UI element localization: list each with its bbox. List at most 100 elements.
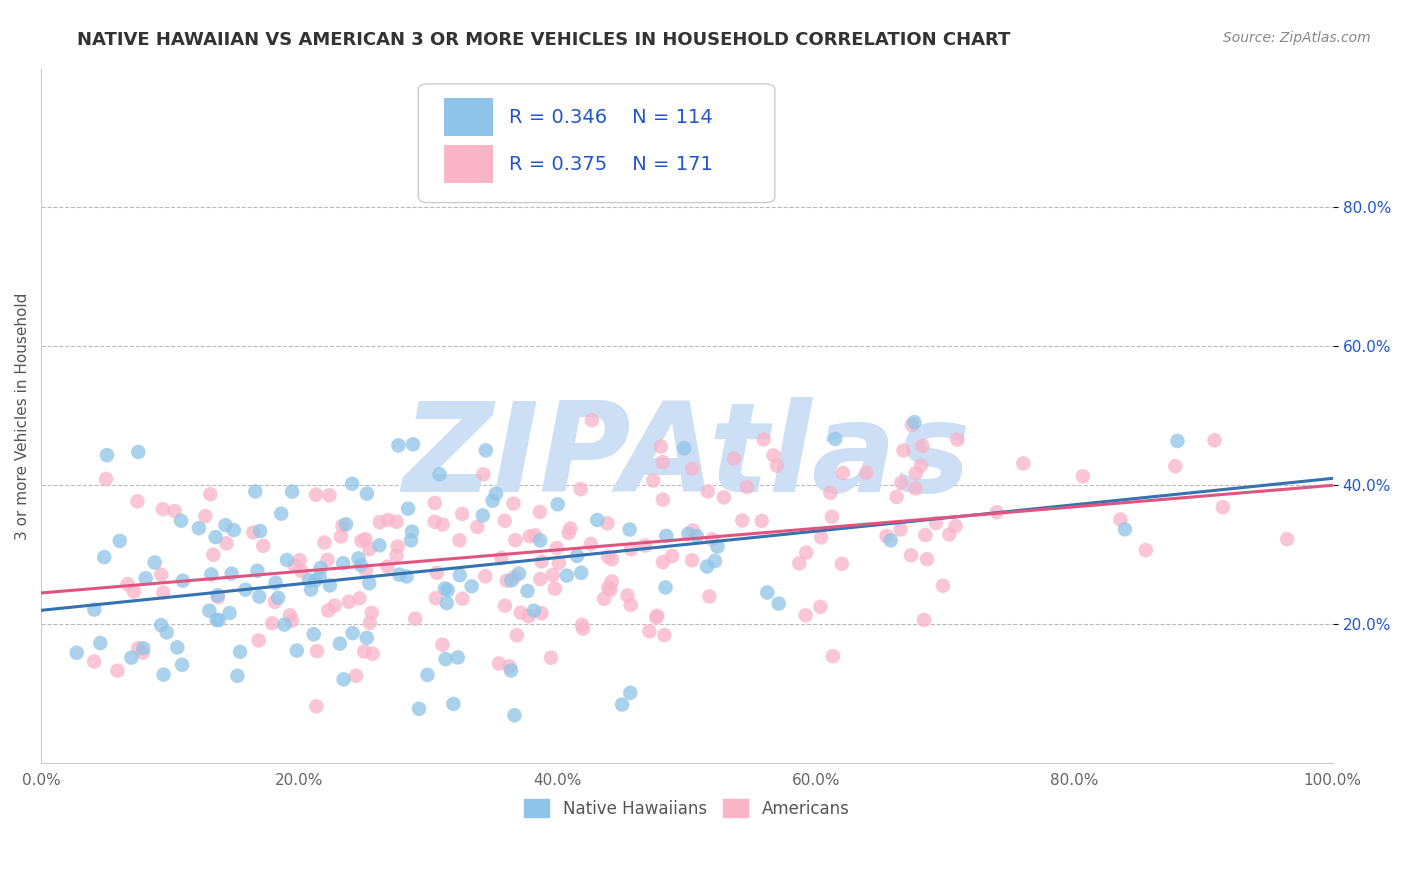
Point [330, 529, 353, 543]
Point [599, 582, 621, 597]
Point [361, 647, 384, 661]
Point [569, 566, 592, 580]
Point [247, 633, 270, 648]
Point [540, 650, 562, 665]
Point [651, 492, 673, 507]
Point [423, 515, 446, 529]
Point [696, 559, 718, 574]
Point [350, 558, 373, 573]
Point [517, 609, 540, 624]
Point [120, 650, 142, 665]
Point [810, 599, 832, 614]
Point [700, 533, 723, 547]
Point [117, 577, 139, 591]
Text: ZIPAtlas: ZIPAtlas [402, 397, 972, 518]
Point [651, 455, 673, 469]
Point [565, 549, 588, 563]
Point [986, 505, 1008, 519]
Point [488, 657, 510, 671]
Point [752, 433, 775, 447]
Point [1071, 469, 1094, 483]
Point [519, 529, 541, 543]
Point [281, 614, 304, 628]
Point [127, 445, 149, 459]
Point [229, 645, 252, 659]
Point [150, 567, 173, 582]
Point [150, 618, 173, 632]
Point [766, 458, 789, 473]
Point [425, 591, 447, 606]
Point [202, 548, 225, 562]
Point [509, 606, 531, 620]
Point [600, 552, 623, 566]
Point [200, 487, 222, 501]
Point [200, 567, 222, 582]
Point [723, 451, 745, 466]
Point [530, 606, 553, 620]
Point [1012, 457, 1035, 471]
Point [276, 553, 298, 567]
Point [359, 615, 381, 630]
Point [316, 603, 339, 617]
Point [262, 616, 284, 631]
Point [820, 486, 842, 500]
Point [713, 491, 735, 505]
Point [735, 480, 758, 494]
Point [388, 567, 411, 582]
Text: NATIVE HAWAIIAN VS AMERICAN 3 OR MORE VEHICLES IN HOUSEHOLD CORRELATION CHART: NATIVE HAWAIIAN VS AMERICAN 3 OR MORE VE… [77, 31, 1011, 49]
Point [423, 496, 446, 510]
Point [332, 518, 354, 533]
Point [904, 481, 927, 495]
Point [436, 583, 458, 598]
Point [912, 613, 935, 627]
Point [396, 501, 419, 516]
Point [359, 542, 381, 557]
Point [502, 496, 524, 510]
Bar [444, 145, 494, 184]
Point [278, 608, 301, 623]
Point [634, 539, 657, 553]
Text: Source: ZipAtlas.com: Source: ZipAtlas.com [1223, 31, 1371, 45]
Point [471, 508, 494, 523]
Point [434, 652, 457, 666]
Point [132, 641, 155, 656]
Point [93, 550, 115, 565]
Point [198, 604, 221, 618]
Point [235, 582, 257, 597]
Point [516, 584, 538, 599]
Point [579, 537, 602, 551]
Point [655, 529, 678, 543]
Point [686, 529, 709, 543]
Point [302, 627, 325, 641]
Point [449, 533, 471, 548]
Point [474, 569, 496, 583]
FancyBboxPatch shape [418, 84, 775, 202]
Point [377, 513, 399, 527]
Point [436, 596, 458, 610]
Point [619, 523, 641, 537]
Text: R = 0.346    N = 114: R = 0.346 N = 114 [509, 108, 713, 127]
Point [107, 664, 129, 678]
Point [581, 413, 603, 427]
Point [426, 566, 449, 580]
Point [572, 622, 595, 636]
Point [404, 612, 426, 626]
Point [221, 566, 243, 581]
Point [485, 486, 508, 500]
Point [309, 561, 332, 575]
Point [472, 467, 495, 482]
Point [356, 631, 378, 645]
Point [350, 533, 373, 548]
Point [172, 657, 194, 672]
Point [682, 524, 704, 538]
Point [831, 557, 853, 571]
Point [794, 608, 817, 623]
Point [267, 591, 290, 605]
Point [281, 484, 304, 499]
Point [530, 554, 553, 568]
Point [447, 650, 470, 665]
Point [299, 582, 322, 597]
Point [932, 579, 955, 593]
Point [508, 566, 530, 581]
Point [886, 490, 908, 504]
